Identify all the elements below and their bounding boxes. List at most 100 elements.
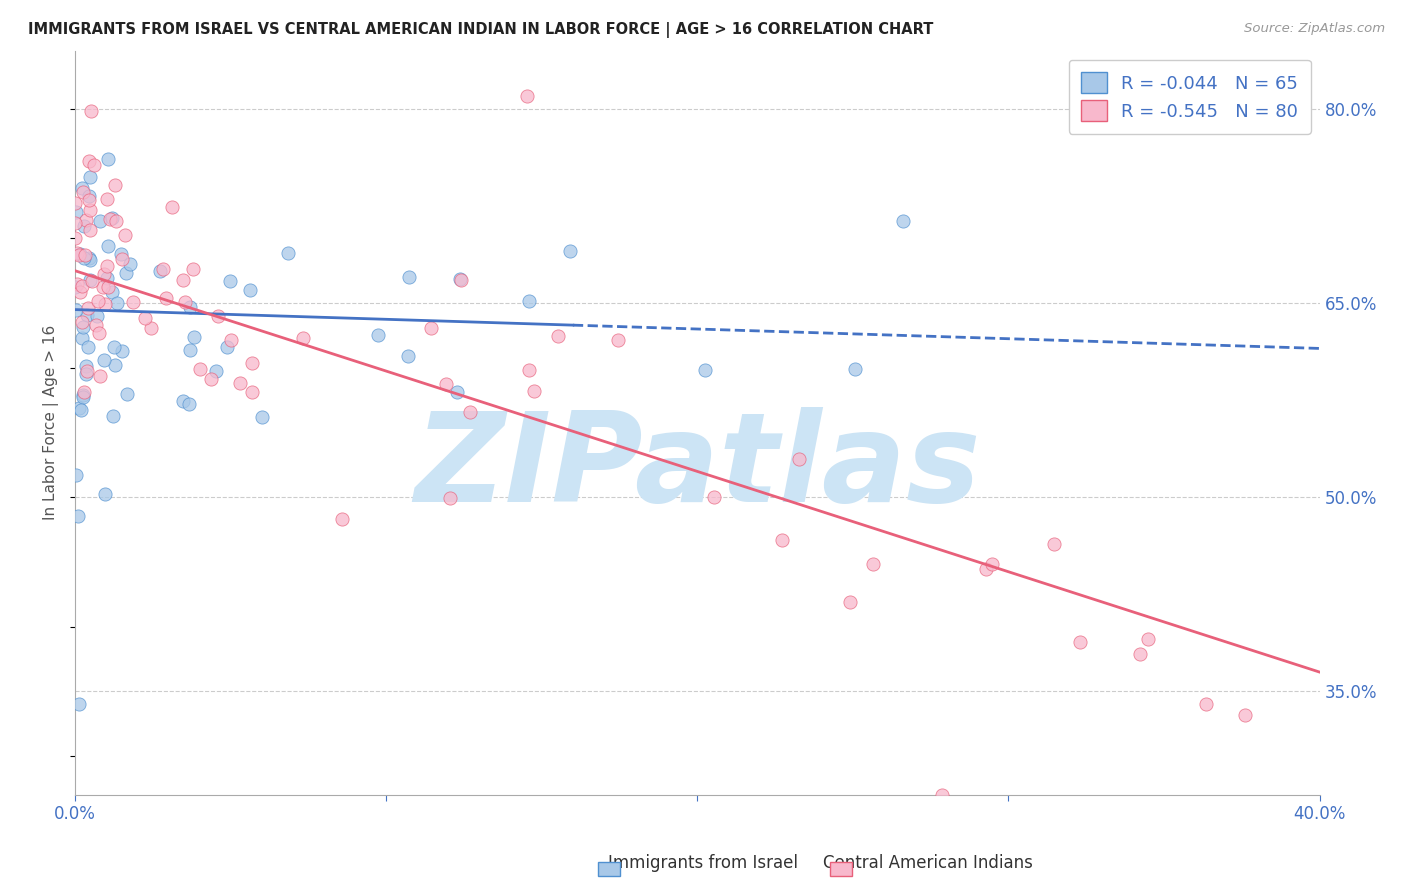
Point	[200, 371, 222, 385]
Point	[250, 410, 273, 425]
Point	[1233, 708, 1256, 723]
Point	[606, 333, 628, 347]
Point	[517, 293, 540, 308]
Point	[105, 296, 128, 310]
Point	[69, 247, 91, 261]
Text: Immigrants from Israel: Immigrants from Israel	[607, 855, 799, 872]
Point	[239, 283, 262, 297]
Point	[172, 273, 194, 287]
Point	[70, 402, 93, 417]
Point	[160, 200, 183, 214]
Point	[65, 303, 87, 318]
Point	[111, 252, 134, 266]
Point	[101, 409, 124, 423]
Point	[172, 394, 194, 409]
Point	[89, 369, 111, 384]
Point	[240, 384, 263, 399]
Point	[419, 321, 441, 335]
Point	[73, 219, 96, 234]
Point	[67, 401, 90, 415]
Point	[174, 295, 197, 310]
Point	[80, 274, 103, 288]
Point	[79, 253, 101, 268]
Point	[439, 491, 461, 505]
Point	[862, 557, 884, 571]
Point	[517, 363, 540, 377]
Point	[70, 279, 93, 293]
Legend: R = -0.044   N = 65, R = -0.545   N = 80: R = -0.044 N = 65, R = -0.545 N = 80	[1069, 60, 1310, 134]
Point	[97, 239, 120, 253]
Point	[72, 251, 94, 265]
Point	[460, 405, 482, 419]
Point	[1129, 648, 1152, 662]
Point	[79, 273, 101, 287]
Point	[446, 385, 468, 400]
Point	[65, 216, 87, 230]
Point	[219, 333, 242, 347]
Point	[70, 181, 93, 195]
Y-axis label: In Labor Force | Age > 16: In Labor Force | Age > 16	[44, 326, 59, 521]
Point	[83, 158, 105, 172]
Point	[702, 491, 724, 505]
Point	[75, 213, 97, 227]
Point	[73, 247, 96, 261]
Point	[79, 170, 101, 185]
Point	[1195, 697, 1218, 711]
Point	[73, 385, 96, 400]
Point	[84, 318, 107, 332]
Point	[980, 558, 1002, 572]
Point	[65, 204, 87, 219]
Point	[450, 273, 472, 287]
Point	[96, 259, 118, 273]
Point	[891, 214, 914, 228]
Point	[215, 339, 238, 353]
Point	[101, 211, 124, 225]
Point	[118, 257, 141, 271]
Point	[205, 364, 228, 378]
Point	[67, 509, 90, 524]
Point	[93, 267, 115, 281]
Point	[77, 153, 100, 168]
Point	[115, 387, 138, 401]
Point	[516, 89, 538, 103]
Point	[695, 362, 717, 376]
Point	[72, 390, 94, 404]
Point	[75, 359, 97, 374]
Point	[72, 319, 94, 334]
Point	[122, 295, 145, 310]
Point	[367, 327, 389, 342]
Text: IMMIGRANTS FROM ISRAEL VS CENTRAL AMERICAN INDIAN IN LABOR FORCE | AGE > 16 CORR: IMMIGRANTS FROM ISRAEL VS CENTRAL AMERIC…	[28, 22, 934, 38]
Point	[79, 223, 101, 237]
Point	[134, 311, 156, 326]
Point	[67, 248, 90, 262]
Point	[1324, 622, 1347, 636]
Point	[396, 349, 419, 363]
Point	[86, 310, 108, 324]
Point	[1136, 632, 1159, 647]
Point	[155, 291, 177, 305]
Point	[149, 264, 172, 278]
Point	[69, 285, 91, 300]
Point	[91, 280, 114, 294]
Point	[89, 214, 111, 228]
Point	[94, 486, 117, 500]
Point	[72, 388, 94, 402]
Point	[183, 330, 205, 344]
Point	[179, 300, 201, 314]
Point	[218, 274, 240, 288]
Point	[770, 533, 793, 547]
Point	[1042, 537, 1064, 551]
Point	[77, 188, 100, 202]
Point	[277, 246, 299, 260]
Point	[188, 362, 211, 376]
Point	[179, 343, 201, 357]
Point	[96, 192, 118, 206]
Text: ZIPatlas: ZIPatlas	[415, 407, 980, 528]
Point	[110, 247, 132, 261]
Point	[79, 104, 101, 119]
Point	[77, 301, 100, 316]
Point	[77, 194, 100, 208]
Point	[114, 266, 136, 280]
Point	[65, 468, 87, 483]
Point	[291, 331, 314, 345]
